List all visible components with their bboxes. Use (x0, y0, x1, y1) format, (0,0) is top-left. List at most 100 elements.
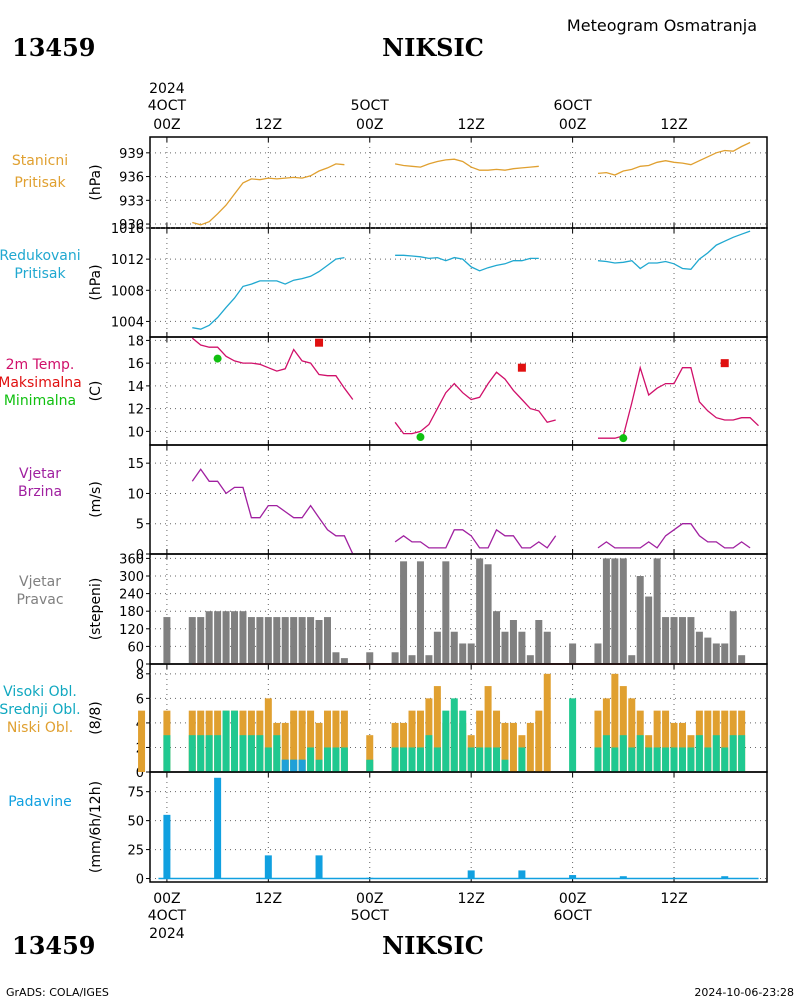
bar-mark (442, 561, 450, 664)
product-title: Meteogram Osmatranja (567, 16, 757, 35)
cloud-bar (509, 722, 517, 772)
bar-mark (467, 870, 475, 879)
cloud-bar (366, 759, 374, 772)
bar-mark (619, 558, 627, 664)
series-line (191, 468, 354, 555)
cloud-bar (205, 735, 213, 772)
bar-mark (602, 558, 610, 664)
top-hour-label: 00Z (559, 117, 586, 133)
y-tick-label: 300 (119, 570, 144, 585)
cloud-bar (653, 747, 661, 772)
series-line (394, 158, 539, 171)
station-name-top: NIKSIC (382, 33, 484, 62)
cloud-bar (594, 710, 602, 772)
series-line (395, 254, 539, 272)
bar-mark (662, 617, 670, 664)
y-tick-label: 5 (136, 518, 144, 533)
bottom-hour-label: 00Z (559, 891, 586, 907)
bottom-day-label: 6OCT (553, 908, 592, 924)
bar-mark (197, 617, 205, 664)
cloud-bar (416, 710, 424, 772)
bottom-hour-label: 00Z (153, 891, 180, 907)
cloud-bar (678, 747, 686, 772)
cloud-bar (290, 710, 298, 772)
panel-frame (149, 227, 768, 338)
bar-mark (323, 617, 331, 664)
cloud-bar (163, 735, 171, 772)
cloud-bar (231, 710, 239, 772)
y-tick-label: 936 (119, 171, 144, 186)
cloud-bar (323, 747, 331, 772)
y-tick-label: 16 (127, 357, 144, 372)
bar-mark (670, 617, 678, 664)
series-line (192, 163, 345, 226)
cloud-bar (721, 710, 729, 772)
cloud-bar (501, 722, 509, 772)
bottom-hour-label: 00Z (356, 891, 383, 907)
station-id-bottom: 13459 (12, 931, 96, 960)
bar-mark (281, 617, 289, 664)
bar-mark (332, 652, 340, 664)
cloud-bar (400, 747, 408, 772)
cloud-bar (611, 747, 619, 772)
bar-mark (501, 631, 509, 664)
cloud-bar (518, 747, 526, 772)
panel-title-line: Pravac (16, 592, 63, 608)
cloud-bar (273, 735, 281, 772)
bottom-day-label: 4OCT (148, 908, 187, 924)
bar-mark (729, 611, 737, 664)
bar-mark (687, 617, 695, 664)
cloud-bar (662, 747, 670, 772)
bar-mark (704, 637, 712, 664)
y-axis-label: (stepeni) (88, 578, 104, 641)
bar-mark (678, 617, 686, 664)
bar-mark (509, 620, 517, 664)
panel-frame (149, 336, 768, 446)
y-axis-label: (hPa) (88, 264, 104, 300)
cloud-bar (264, 747, 272, 772)
y-tick-label: 8 (136, 668, 144, 683)
cloud-bar (408, 710, 416, 772)
bar-mark (611, 558, 619, 664)
cloud-bar (476, 710, 484, 772)
bar-mark (738, 655, 746, 664)
panel-frame (149, 771, 768, 883)
cloud-bar (239, 735, 247, 772)
top-hour-label: 00Z (153, 117, 180, 133)
cloud-bar (721, 747, 729, 772)
bar-mark (484, 564, 492, 664)
bar-mark (695, 631, 703, 664)
bar-mark (526, 655, 534, 664)
bar-mark (645, 596, 653, 664)
series-line (598, 365, 759, 439)
bar-mark (619, 876, 627, 879)
bottom-year-label: 2024 (149, 926, 185, 942)
cloud-bar (459, 710, 467, 772)
y-tick-label: 15 (127, 457, 144, 472)
cloud-bar (687, 747, 695, 772)
cloud-bar (425, 735, 433, 772)
cloud-bar (315, 722, 323, 772)
cloud-bar (738, 735, 746, 772)
cloud-bar (476, 747, 484, 772)
cloud-bar (290, 759, 298, 772)
panel-title-line: Niski Obl. (7, 720, 73, 736)
bar-mark (518, 870, 526, 879)
cloud-bar (535, 710, 543, 772)
y-tick-label: 0 (136, 548, 144, 563)
cloud-bar (619, 686, 627, 772)
station-id-top: 13459 (12, 33, 96, 62)
y-tick-label: 180 (119, 605, 144, 620)
series-line (597, 230, 751, 270)
timestamp-text: 2024-10-06-23:28 (694, 986, 794, 999)
y-tick-label: 1008 (111, 284, 144, 299)
panel-title-line: Vjetar (19, 466, 61, 482)
top-hour-label: 12Z (660, 117, 687, 133)
y-tick-label: 0 (136, 766, 144, 781)
series-line (597, 141, 751, 176)
cloud-bar (611, 673, 619, 772)
cloud-bar (619, 735, 627, 772)
cloud-bar (433, 686, 441, 772)
cloud-bar (594, 747, 602, 772)
